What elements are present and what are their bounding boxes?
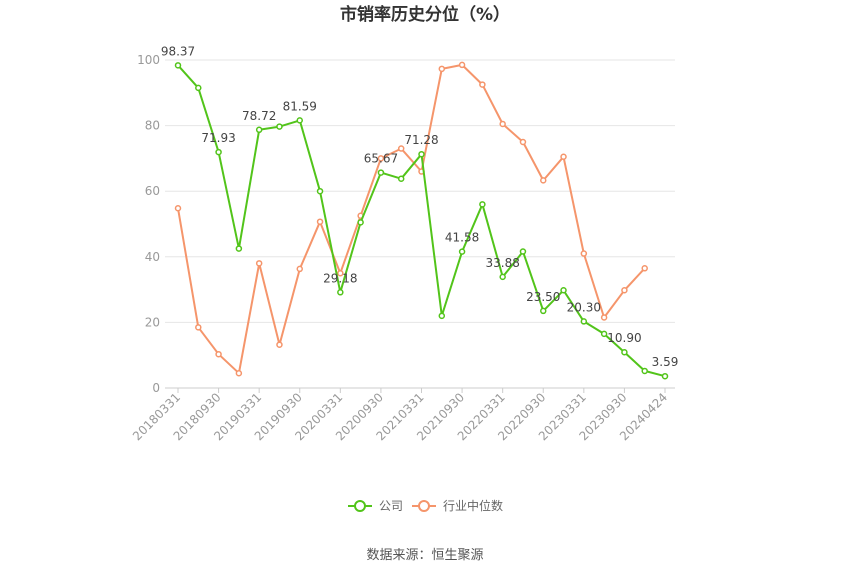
legend-marker-company — [354, 500, 366, 512]
data-label: 23.50 — [526, 290, 560, 304]
data-point-company[interactable] — [357, 219, 364, 226]
data-point-company[interactable] — [418, 150, 425, 158]
data-point-company[interactable] — [580, 318, 588, 325]
data-point-industry-median[interactable] — [174, 205, 182, 212]
data-point-company[interactable] — [560, 287, 567, 294]
data-point-industry-median[interactable] — [296, 265, 303, 273]
legend-label-company: 公司 — [379, 499, 403, 513]
data-point-industry-median[interactable] — [621, 287, 628, 294]
data-point-company[interactable] — [174, 62, 182, 69]
data-point-company[interactable] — [519, 248, 527, 255]
data-point-company[interactable] — [316, 187, 324, 195]
data-point-company[interactable] — [337, 289, 344, 296]
data-point-company[interactable] — [661, 372, 669, 380]
data-label: 41.58 — [445, 231, 479, 245]
legend-item-industry-median[interactable]: 行业中位数 — [412, 498, 503, 513]
data-point-company[interactable] — [377, 169, 385, 176]
series-layer — [174, 61, 669, 380]
data-point-industry-median[interactable] — [215, 350, 222, 358]
legend: 公司 行业中位数 — [348, 498, 503, 513]
legend-marker-industry-median — [418, 500, 430, 512]
series-line-industry-median — [177, 63, 646, 375]
data-point-industry-median[interactable] — [316, 218, 324, 225]
data-point-company[interactable] — [438, 312, 446, 320]
data-point-industry-median[interactable] — [600, 314, 608, 321]
data-label: 29.18 — [323, 271, 357, 285]
data-point-company[interactable] — [458, 248, 466, 255]
axis-layer: 0204060801002018033120180930201903312019… — [130, 53, 675, 443]
y-tick-label: 60 — [145, 184, 160, 198]
chart-title: 市销率历史分位（%） — [340, 4, 510, 25]
data-point-industry-median[interactable] — [519, 138, 527, 146]
data-point-industry-median[interactable] — [235, 369, 243, 377]
data-point-industry-median[interactable] — [438, 65, 446, 73]
data-point-company[interactable] — [479, 201, 486, 208]
data-point-company[interactable] — [276, 123, 283, 130]
data-point-industry-median[interactable] — [276, 341, 283, 348]
data-point-company[interactable] — [540, 307, 547, 315]
data-point-industry-median[interactable] — [377, 155, 385, 162]
data-point-company[interactable] — [195, 84, 202, 92]
data-point-industry-median[interactable] — [458, 61, 466, 69]
data-point-industry-median[interactable] — [499, 120, 506, 128]
data-label: 78.72 — [242, 109, 276, 123]
grid-layer — [165, 59, 675, 323]
data-point-company[interactable] — [255, 126, 263, 134]
data-point-company[interactable] — [621, 348, 628, 356]
data-label: 71.28 — [404, 133, 438, 147]
data-point-company[interactable] — [641, 367, 648, 375]
data-label-layer: 98.37 71.93 78.72 81.59 29.18 65.67 71.28 41.58… — [161, 44, 679, 369]
source-note: 数据来源：恒生聚源 — [366, 548, 483, 563]
data-label: 81.59 — [283, 99, 317, 113]
data-point-company[interactable] — [296, 117, 303, 124]
legend-label-industry-median: 行业中位数 — [443, 498, 503, 513]
y-tick-label: 20 — [145, 315, 160, 329]
data-point-company[interactable] — [397, 175, 405, 182]
data-point-company[interactable] — [499, 273, 506, 281]
legend-item-company[interactable]: 公司 — [348, 499, 403, 513]
data-point-industry-median[interactable] — [540, 177, 547, 184]
data-point-industry-median[interactable] — [580, 250, 588, 257]
data-label: 71.93 — [201, 131, 235, 145]
data-point-industry-median[interactable] — [195, 324, 202, 331]
data-point-company[interactable] — [600, 330, 608, 338]
data-point-industry-median[interactable] — [397, 145, 405, 152]
data-label: 10.90 — [607, 331, 641, 345]
data-point-company[interactable] — [235, 245, 243, 252]
data-label: 65.67 — [364, 152, 398, 166]
data-label: 98.37 — [161, 44, 195, 58]
data-point-industry-median[interactable] — [641, 265, 648, 272]
data-label: 3.59 — [652, 355, 679, 369]
data-point-industry-median[interactable] — [337, 269, 344, 277]
data-point-company[interactable] — [215, 148, 222, 156]
data-point-industry-median[interactable] — [560, 153, 567, 161]
y-tick-label: 100 — [137, 53, 160, 67]
y-tick-label: 0 — [152, 381, 160, 395]
data-point-industry-median[interactable] — [255, 260, 263, 267]
y-tick-label: 80 — [145, 119, 160, 133]
data-point-industry-median[interactable] — [479, 81, 486, 88]
y-tick-label: 40 — [145, 250, 160, 264]
data-label: 33.88 — [485, 256, 519, 270]
data-label: 20.30 — [567, 300, 601, 314]
